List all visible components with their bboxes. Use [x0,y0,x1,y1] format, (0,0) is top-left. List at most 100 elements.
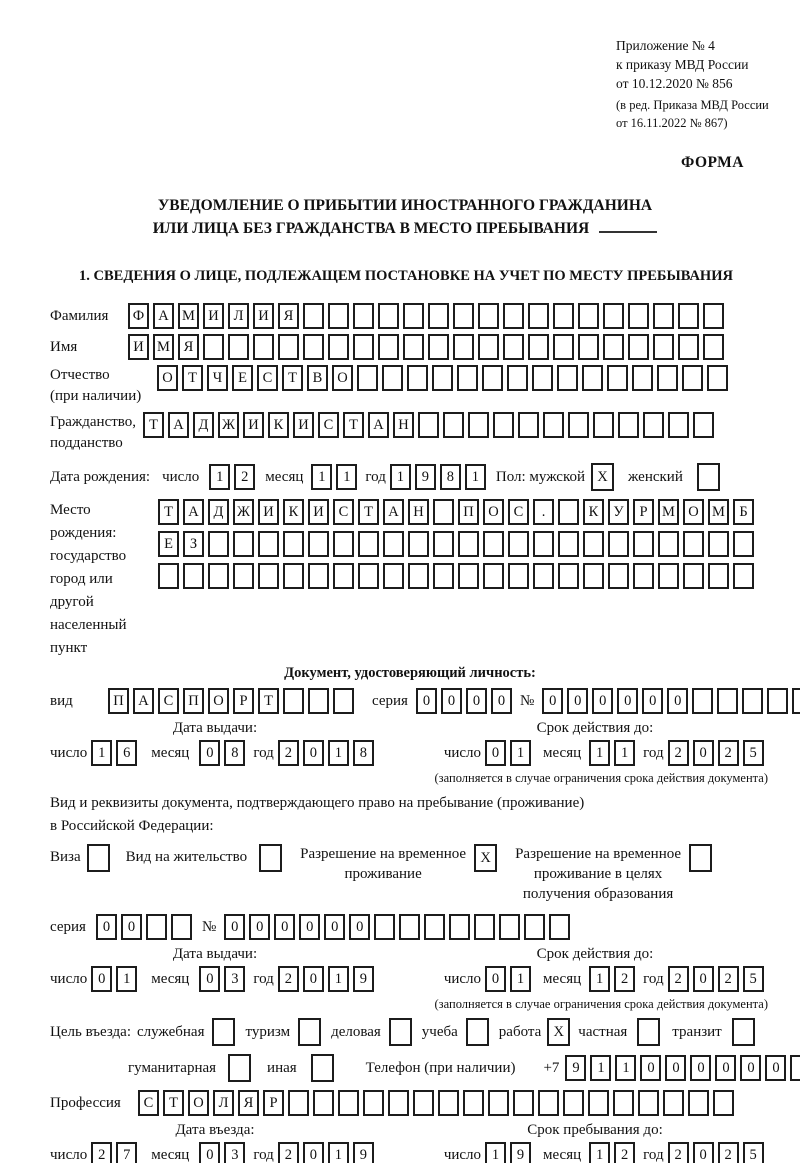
char-cell[interactable] [378,303,399,329]
char-cell[interactable]: 3 [224,1142,246,1163]
char-cell[interactable] [418,412,439,438]
char-cell[interactable]: 8 [352,740,374,766]
char-cell[interactable] [428,303,449,329]
char-cell[interactable] [513,1090,534,1116]
char-cell[interactable]: 1 [327,1142,349,1163]
char-cell[interactable] [708,563,729,589]
sex-male-checkbox[interactable]: X [591,463,615,491]
char-cell[interactable]: 5 [742,966,764,992]
char-cell[interactable] [483,531,504,557]
char-cell[interactable] [692,688,714,714]
char-cell[interactable]: 0 [692,740,714,766]
char-cell[interactable] [208,563,229,589]
char-cell[interactable]: 7 [116,1142,138,1163]
char-cell[interactable] [453,303,474,329]
char-cell[interactable] [742,688,764,714]
char-cell[interactable] [333,688,354,714]
char-cell[interactable]: 1 [510,740,532,766]
char-cell[interactable] [483,563,504,589]
char-cell[interactable]: 9 [414,464,436,490]
char-cell[interactable]: А [133,688,154,714]
char-cell[interactable] [433,563,454,589]
char-cell[interactable] [488,1090,509,1116]
char-cell[interactable] [707,365,728,391]
purpose-private-checkbox[interactable] [637,1018,661,1046]
temp-residence-checkbox[interactable]: X [474,844,498,872]
char-cell[interactable] [663,1090,684,1116]
char-cell[interactable] [657,365,678,391]
char-cell[interactable] [378,334,399,360]
char-cell[interactable]: 1 [116,966,138,992]
char-cell[interactable] [653,334,674,360]
char-cell[interactable] [413,1090,434,1116]
char-cell[interactable] [703,303,724,329]
char-cell[interactable]: О [208,688,229,714]
char-cell[interactable]: 2 [234,464,256,490]
char-cell[interactable]: О [483,499,504,525]
char-cell[interactable] [658,563,679,589]
char-cell[interactable]: 2 [667,740,689,766]
char-cell[interactable]: 0 [91,966,113,992]
char-cell[interactable] [453,334,474,360]
char-cell[interactable] [549,914,571,940]
char-cell[interactable]: 2 [277,740,299,766]
char-cell[interactable] [353,334,374,360]
char-cell[interactable] [588,1090,609,1116]
char-cell[interactable]: 9 [565,1055,587,1081]
char-cell[interactable]: С [158,688,179,714]
char-cell[interactable]: С [508,499,529,525]
char-cell[interactable]: Я [178,334,199,360]
char-cell[interactable]: К [268,412,289,438]
char-cell[interactable]: 0 [324,914,346,940]
char-cell[interactable] [717,688,739,714]
char-cell[interactable] [170,914,192,940]
char-cell[interactable] [682,365,703,391]
char-cell[interactable]: 0 [692,966,714,992]
char-cell[interactable] [558,499,579,525]
char-cell[interactable] [607,365,628,391]
char-cell[interactable] [382,365,403,391]
char-cell[interactable]: Д [193,412,214,438]
char-cell[interactable] [358,531,379,557]
char-cell[interactable] [463,1090,484,1116]
char-cell[interactable]: 8 [439,464,461,490]
char-cell[interactable]: М [708,499,729,525]
char-cell[interactable] [403,303,424,329]
char-cell[interactable]: 0 [465,688,487,714]
birthplace-row3-input[interactable] [158,563,758,589]
char-cell[interactable]: 1 [510,966,532,992]
char-cell[interactable]: 0 [740,1055,762,1081]
char-cell[interactable]: 0 [690,1055,712,1081]
char-cell[interactable] [507,365,528,391]
char-cell[interactable]: 6 [116,740,138,766]
char-cell[interactable]: Т [343,412,364,438]
char-cell[interactable]: 0 [299,914,321,940]
char-cell[interactable] [558,563,579,589]
char-cell[interactable]: И [243,412,264,438]
purpose-transit-checkbox[interactable] [731,1018,755,1046]
char-cell[interactable] [603,334,624,360]
char-cell[interactable] [408,563,429,589]
char-cell[interactable]: 0 [199,740,221,766]
char-cell[interactable] [638,1090,659,1116]
char-cell[interactable] [499,914,521,940]
char-cell[interactable] [733,531,754,557]
char-cell[interactable] [792,688,800,714]
char-cell[interactable] [283,563,304,589]
char-cell[interactable]: О [683,499,704,525]
char-cell[interactable] [608,563,629,589]
char-cell[interactable]: 0 [120,914,142,940]
char-cell[interactable] [557,365,578,391]
purpose-tourism-checkbox[interactable] [298,1018,322,1046]
char-cell[interactable]: П [183,688,204,714]
char-cell[interactable]: 1 [614,740,636,766]
